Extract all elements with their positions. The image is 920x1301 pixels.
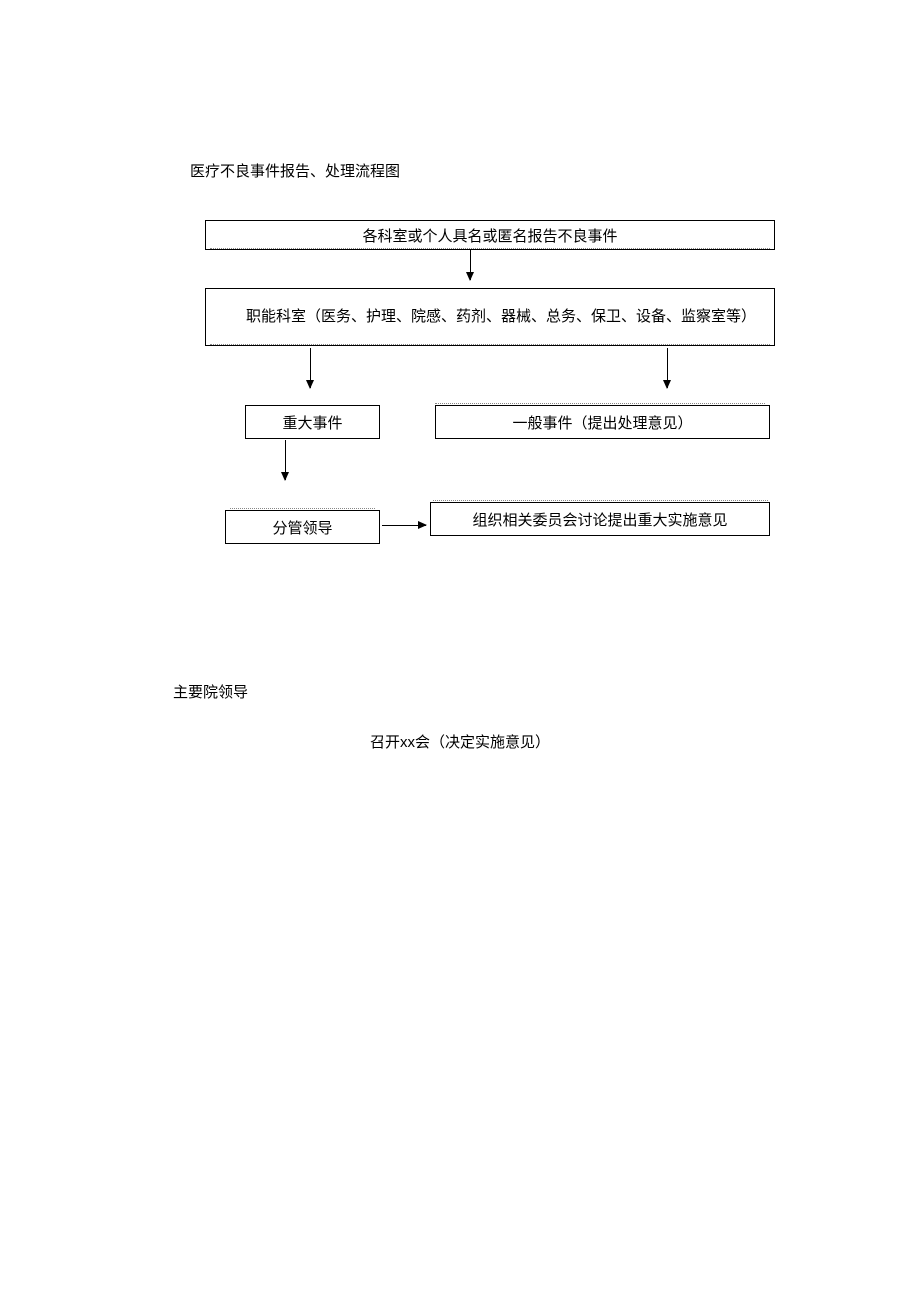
page-title: 医疗不良事件报告、处理流程图 bbox=[190, 160, 400, 181]
node-committee: 组织相关委员会讨论提出重大实施意见 bbox=[430, 502, 770, 536]
node-major-label: 重大事件 bbox=[282, 412, 342, 433]
footer-line1: 主要院领导 bbox=[173, 681, 248, 702]
dotted-line bbox=[230, 508, 375, 509]
arrow-down bbox=[667, 348, 668, 388]
node-major: 重大事件 bbox=[245, 405, 380, 439]
arrow-down bbox=[470, 250, 471, 280]
node-report: 各科室或个人具名或匿名报告不良事件 bbox=[205, 220, 775, 250]
dotted-line bbox=[210, 344, 770, 345]
arrow-right bbox=[382, 525, 426, 526]
node-general-label: 一般事件（提出处理意见） bbox=[512, 412, 692, 433]
flowchart-container: 各科室或个人具名或匿名报告不良事件 职能科室（医务、护理、院感、药剂、器械、总务… bbox=[205, 220, 775, 600]
node-leader-label: 分管领导 bbox=[272, 517, 332, 538]
node-leader: 分管领导 bbox=[225, 510, 380, 544]
node-report-label: 各科室或个人具名或匿名报告不良事件 bbox=[362, 225, 617, 246]
node-committee-label: 组织相关委员会讨论提出重大实施意见 bbox=[472, 509, 727, 530]
dotted-line bbox=[433, 500, 768, 501]
node-dept-label: 职能科室（医务、护理、院感、药剂、器械、总务、保卫、设备、监察室等） bbox=[216, 305, 756, 329]
node-general: 一般事件（提出处理意见） bbox=[435, 405, 770, 439]
arrow-down bbox=[285, 440, 286, 480]
footer-line2: 召开xx会（决定实施意见） bbox=[370, 731, 550, 752]
dotted-line bbox=[210, 248, 770, 249]
arrow-down bbox=[310, 348, 311, 388]
node-dept: 职能科室（医务、护理、院感、药剂、器械、总务、保卫、设备、监察室等） bbox=[205, 288, 775, 346]
dotted-line bbox=[435, 403, 765, 404]
